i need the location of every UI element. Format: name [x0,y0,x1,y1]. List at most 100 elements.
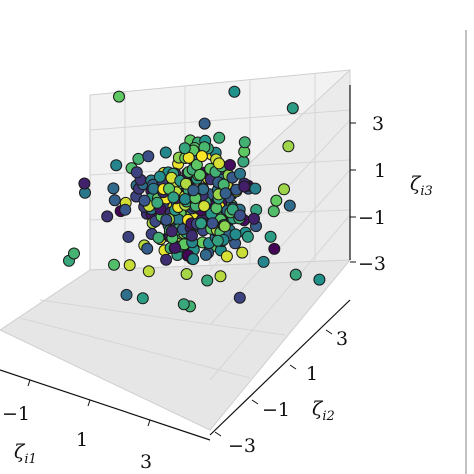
x-tick-label: −1 [2,403,30,425]
x-tick [27,379,31,387]
data-point [233,291,246,304]
data-point [201,274,214,287]
axis-lines [0,30,467,474]
data-point [151,196,164,209]
x-tick-labels: −1 1 3 [2,403,152,473]
data-point [108,194,121,207]
data-point [238,180,251,193]
x-tick-label: 3 [140,451,152,473]
data-point [278,183,290,196]
x-axis-label: ζi1 [14,441,37,467]
data-point [199,248,212,261]
data-point [219,187,232,200]
data-point [108,258,120,271]
x-tick-label: 1 [76,429,88,451]
data-point [107,182,120,195]
data-point [248,212,260,225]
data-point [160,213,173,226]
data-point [136,292,149,305]
data-point [206,217,219,230]
z-tick-label: −3 [358,253,386,275]
data-point [119,203,132,216]
y-tick-labels: 3 1 −1 −3 [228,328,348,457]
z-tick-labels: 3 1 −1 −3 [358,113,386,275]
data-point [159,146,172,159]
data-point [187,184,200,197]
data-point [224,159,236,171]
data-point [213,131,226,144]
y-tick-label: 1 [306,363,318,385]
y-tick [214,431,222,437]
data-point [141,242,154,255]
data-point [142,150,155,163]
tick-marks [27,122,356,437]
points-layer [63,85,326,313]
data-point [179,193,192,206]
data-point [270,194,283,207]
data-point [78,177,91,190]
data-point [132,152,145,165]
data-point [228,85,241,98]
data-point [138,194,151,207]
z-tick-label: 3 [372,113,384,135]
data-point [130,166,143,179]
y-axis-line [209,299,351,436]
data-point [178,142,191,155]
y-tick-label: 3 [336,328,348,350]
z-tick-label: −1 [358,207,386,229]
data-point [110,159,123,172]
data-point [210,202,223,215]
data-point [229,228,242,241]
data-point [180,268,193,280]
y-axis-label: ζi2 [312,398,335,424]
y-tick-label: −1 [262,399,290,421]
data-point [220,250,233,263]
data-point [234,167,246,180]
data-point [193,168,206,181]
data-point [113,90,125,103]
x-tick [87,399,91,407]
data-point [198,200,211,213]
data-point [167,191,180,204]
data-point [198,117,211,130]
data-point [289,268,302,281]
z-axis-label: ζi3 [410,173,433,199]
data-point [237,155,250,168]
data-point [236,246,249,259]
data-point [122,230,135,243]
data-point [218,220,231,233]
x-tick [147,419,151,427]
data-point [177,298,190,311]
grid-line [19,317,251,379]
data-point [257,255,270,268]
data-point [283,199,296,212]
data-point [286,102,299,115]
data-point [123,259,136,272]
z-tick-label: 1 [374,160,386,182]
data-point [313,273,326,286]
y-tick [325,329,333,335]
grid-line [209,214,351,381]
data-point [195,150,208,163]
data-point [169,241,182,254]
data-point [282,140,295,153]
data-point [187,253,200,266]
data-point [211,234,224,247]
data-point [153,170,166,183]
data-point [213,157,225,170]
data-point [214,270,227,283]
data-point [268,242,281,255]
grid-line [39,299,286,336]
floor-pane [0,259,352,431]
data-point [186,229,198,242]
y-tick [289,364,297,370]
data-point [142,265,155,278]
data-point [249,182,262,195]
y-tick-label: −3 [228,435,256,457]
data-point [68,247,80,260]
data-point [195,217,207,230]
y-tick [251,399,259,405]
grid-line [89,109,351,131]
data-point [267,205,280,218]
